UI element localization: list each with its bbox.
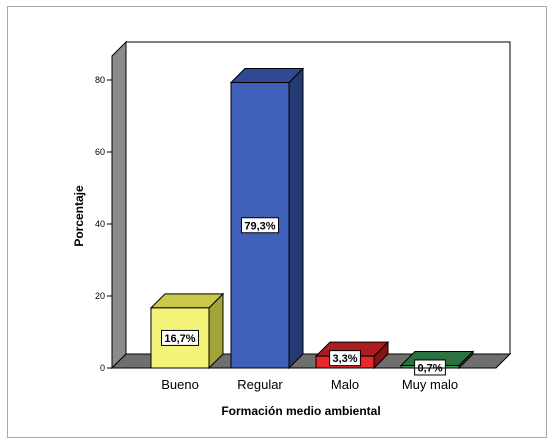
bar-muy-malo: 0,7% xyxy=(401,351,473,375)
x-tick-label: Malo xyxy=(331,377,359,392)
x-tick-label: Regular xyxy=(237,377,283,392)
y-tick-label: 20 xyxy=(95,291,105,301)
x-tick-label: Bueno xyxy=(161,377,199,392)
y-tick-label: 0 xyxy=(100,363,105,373)
bar-regular: 79,3% xyxy=(231,69,303,368)
bar-malo: 3,3% xyxy=(316,342,388,368)
data-label: 79,3% xyxy=(244,220,275,232)
bar-side xyxy=(289,69,303,368)
y-axis-title: Porcentaje xyxy=(72,185,86,247)
y-tick-label: 80 xyxy=(95,75,105,85)
bar-bueno: 16,7% xyxy=(151,294,223,368)
chart-side-wall xyxy=(112,42,126,368)
x-axis-title: Formación medio ambiental xyxy=(221,404,380,418)
data-label: 3,3% xyxy=(332,353,357,365)
data-label: 16,7% xyxy=(164,333,195,345)
x-tick-label: Muy malo xyxy=(402,377,458,392)
y-tick-label: 40 xyxy=(95,219,105,229)
y-tick-label: 60 xyxy=(95,147,105,157)
